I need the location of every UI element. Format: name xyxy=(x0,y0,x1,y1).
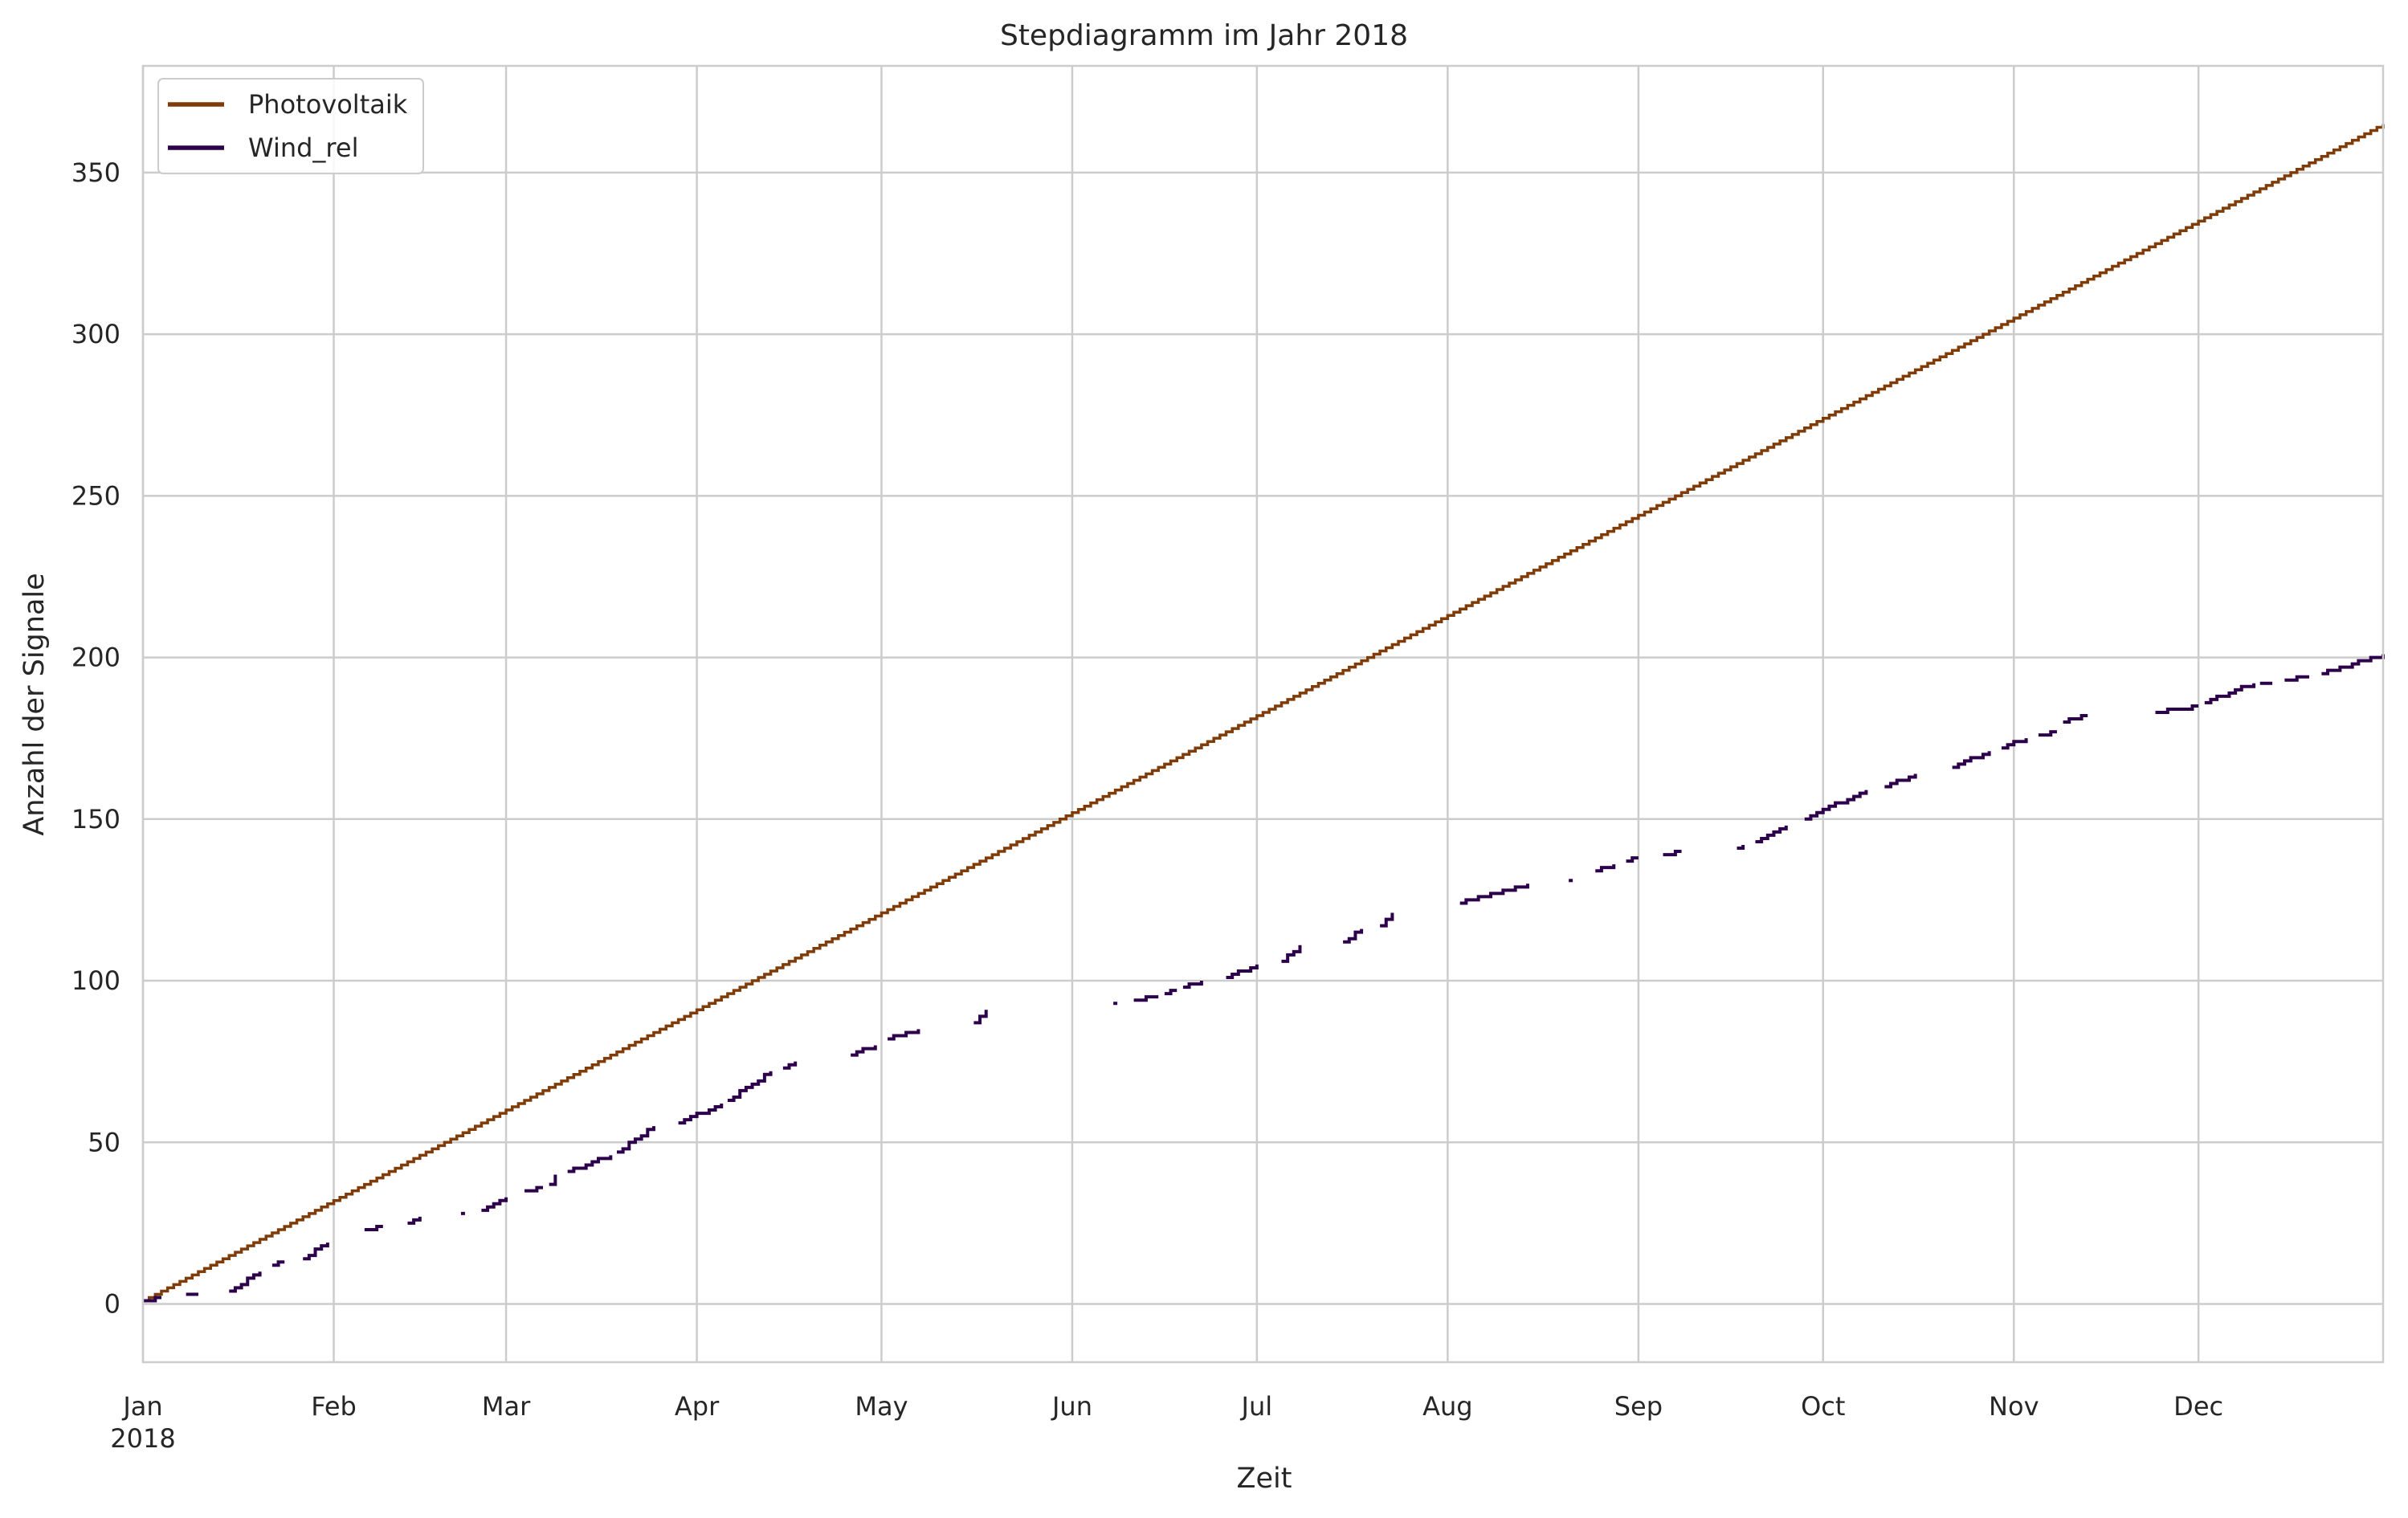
series-segment-wind-rel xyxy=(143,1296,161,1303)
series-segment-wind-rel xyxy=(2284,675,2310,682)
series-layer xyxy=(143,124,2385,1303)
y-tick-label: 350 xyxy=(71,157,120,188)
y-tick-label: 100 xyxy=(71,965,120,996)
series-segment-wind-rel xyxy=(549,1174,557,1186)
x-tick-label: Aug xyxy=(1422,1391,1472,1422)
series-segment-wind-rel xyxy=(2038,730,2057,737)
x-tick-label: Jan xyxy=(121,1391,162,1422)
x-tick-label: Apr xyxy=(675,1391,720,1422)
x-tick-label: Jun xyxy=(1051,1391,1092,1422)
legend-box xyxy=(157,78,424,174)
series-segment-wind-rel xyxy=(1952,751,1991,769)
series-segment-wind-rel xyxy=(407,1216,422,1225)
series-segment-wind-rel xyxy=(973,1010,988,1025)
series-segment-wind-rel xyxy=(1804,790,1868,821)
series-segment-wind-rel xyxy=(2321,654,2385,675)
legend-label: Wind_rel xyxy=(248,133,358,163)
series-segment-wind-rel xyxy=(1595,864,1616,873)
series-segment-wind-rel xyxy=(1626,856,1639,863)
series-segment-wind-rel xyxy=(782,1061,798,1070)
series-wind-rel xyxy=(143,654,2385,1303)
series-segment-wind-rel xyxy=(616,1126,655,1154)
series-segment-wind-rel xyxy=(1281,945,1302,963)
series-segment-wind-rel xyxy=(1663,850,1682,857)
series-segment-wind-rel xyxy=(2001,738,2028,750)
series-segment-wind-rel xyxy=(1164,989,1177,996)
series-segment-wind-rel xyxy=(1755,825,1788,843)
series-segment-wind-rel xyxy=(1182,981,1203,990)
series-segment-wind-rel xyxy=(2155,704,2199,714)
x-tick-label: Mar xyxy=(482,1391,531,1422)
series-segment-wind-rel xyxy=(2063,714,2088,724)
series-segment-wind-rel xyxy=(1459,883,1529,905)
x-tick-label: Jul xyxy=(1240,1391,1273,1422)
series-segment-wind-rel xyxy=(1884,773,1917,789)
y-tick-label: 50 xyxy=(88,1127,120,1157)
series-segment-wind-rel xyxy=(888,1029,920,1041)
x-tick-label: Feb xyxy=(311,1391,357,1422)
series-segment-wind-rel xyxy=(2204,683,2256,704)
y-tick-label: 250 xyxy=(71,480,120,511)
x-tick-sublabel: 2018 xyxy=(110,1423,175,1454)
series-segment-wind-rel xyxy=(271,1260,285,1267)
x-tick-label: May xyxy=(855,1391,908,1422)
y-axis-ticks: 0 50 100 150 200 250 300 350 xyxy=(71,157,120,1320)
series-segment-wind-rel xyxy=(1133,995,1159,1002)
series-segment-wind-rel xyxy=(1343,928,1364,944)
chart-title: Stepdiagramm im Jahr 2018 xyxy=(1000,19,1408,52)
x-tick-label: Sep xyxy=(1614,1391,1663,1422)
x-tick-label: Dec xyxy=(2173,1391,2223,1422)
grid xyxy=(141,66,2383,1362)
y-tick-label: 300 xyxy=(71,319,120,349)
y-tick-label: 0 xyxy=(104,1289,120,1320)
series-segment-wind-rel xyxy=(1380,912,1394,928)
series-segment-wind-rel xyxy=(303,1243,329,1261)
y-tick-label: 150 xyxy=(71,804,120,834)
series-segment-wind-rel xyxy=(678,1104,724,1125)
series-line-photovoltaik xyxy=(143,124,2385,1303)
x-tick-label: Nov xyxy=(1989,1391,2039,1422)
y-axis-title: Anzahl der Signale xyxy=(18,573,51,835)
series-segment-wind-rel xyxy=(524,1185,544,1193)
series-segment-wind-rel xyxy=(364,1224,383,1231)
series-segment-wind-rel xyxy=(229,1271,262,1293)
x-tick-label: Oct xyxy=(1801,1391,1845,1422)
legend-label: Photovoltaik xyxy=(248,89,408,120)
x-axis-title: Zeit xyxy=(1237,1463,1292,1495)
series-segment-wind-rel xyxy=(481,1197,508,1212)
series-segment-wind-rel xyxy=(851,1045,877,1057)
series-segment-wind-rel xyxy=(567,1155,613,1173)
plot-frame xyxy=(141,64,2385,1364)
series-segment-wind-rel xyxy=(1737,845,1745,851)
y-tick-label: 200 xyxy=(71,643,120,673)
legend: Photovoltaik Wind_rel xyxy=(157,78,424,174)
series-photovoltaik xyxy=(143,124,2385,1303)
series-segment-wind-rel xyxy=(727,1071,773,1102)
series-segment-wind-rel xyxy=(1226,964,1259,980)
